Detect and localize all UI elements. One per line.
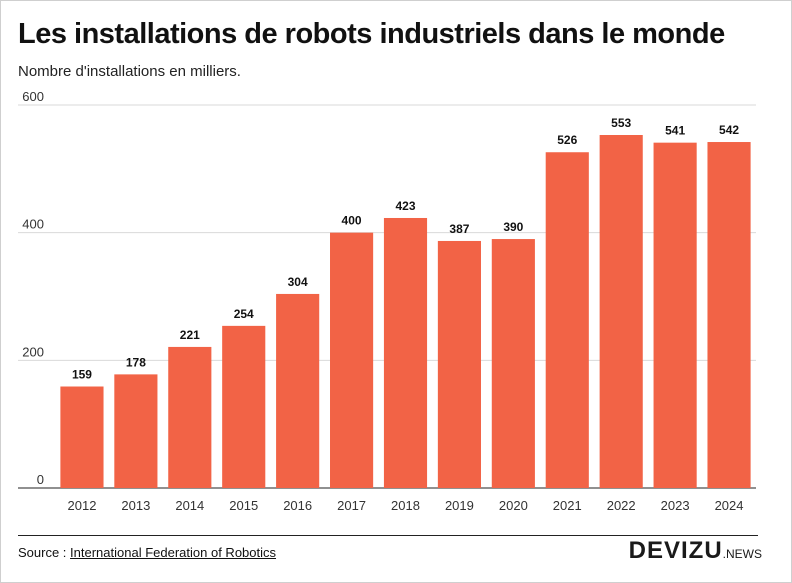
data-label: 423	[395, 199, 415, 213]
x-tick-label: 2012	[68, 498, 97, 513]
data-label: 254	[234, 307, 254, 321]
bar	[114, 374, 158, 488]
bar	[168, 346, 212, 488]
data-label: 304	[288, 275, 308, 289]
brand-suffix: .NEWS	[722, 547, 762, 561]
x-tick-label: 2022	[607, 498, 636, 513]
data-label: 526	[557, 133, 577, 147]
x-tick-label: 2021	[553, 498, 582, 513]
x-tick-label: 2018	[391, 498, 420, 513]
bar	[222, 325, 266, 488]
bar	[653, 142, 697, 488]
x-axis-ticks: 2012 2013 2014 2015 2016 2017 2018 2019 2020 2021…	[68, 498, 744, 513]
y-tick-label: 0	[37, 472, 44, 487]
chart-subtitle: Nombre d'installations en milliers.	[18, 63, 241, 80]
x-tick-label: 2024	[715, 498, 744, 513]
source-line: Source : International Federation of Rob…	[18, 545, 276, 560]
source-link[interactable]: International Federation of Robotics	[70, 545, 277, 560]
data-label: 541	[665, 124, 685, 138]
bar	[491, 239, 535, 488]
data-label: 542	[719, 123, 739, 137]
data-label: 400	[342, 214, 362, 228]
data-label: 553	[611, 116, 631, 130]
footer-divider	[18, 535, 758, 536]
y-tick-label: 400	[22, 217, 44, 232]
bar	[276, 293, 320, 488]
data-labels: 159 178 221 254 304 400 423 387 390 526 553 541 542	[72, 116, 739, 382]
brand-logo: DEVIZU.NEWS	[629, 537, 762, 565]
x-tick-label: 2017	[337, 498, 366, 513]
chart-title: Les installations de robots industriels …	[18, 18, 725, 50]
data-label: 387	[449, 222, 469, 236]
x-tick-label: 2016	[283, 498, 312, 513]
x-tick-label: 2015	[229, 498, 258, 513]
source-prefix: Source :	[18, 545, 67, 560]
bar	[330, 232, 374, 488]
data-label: 178	[126, 355, 146, 369]
bars	[60, 135, 751, 489]
x-tick-label: 2020	[499, 498, 528, 513]
x-tick-label: 2014	[175, 498, 204, 513]
y-tick-label: 200	[22, 344, 44, 359]
bar	[599, 135, 643, 489]
y-tick-label: 600	[22, 89, 44, 104]
x-tick-label: 2019	[445, 498, 474, 513]
x-tick-label: 2023	[661, 498, 690, 513]
bar	[437, 240, 481, 488]
bar	[60, 386, 104, 488]
y-axis-ticks: 0 200 400 600	[22, 89, 44, 487]
bar	[707, 142, 751, 489]
bar	[383, 217, 428, 489]
bar	[545, 152, 589, 488]
brand-name: DEVIZU	[628, 537, 723, 564]
data-label: 221	[180, 328, 200, 342]
data-label: 159	[72, 368, 92, 382]
data-label: 390	[503, 220, 523, 234]
x-tick-label: 2013	[121, 498, 150, 513]
